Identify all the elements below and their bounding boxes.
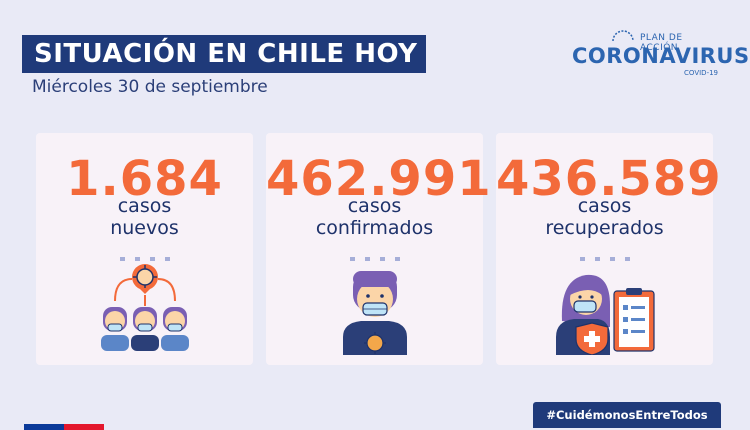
logo-top-text: PLAN DE ACCIÓN: [640, 33, 683, 53]
new-cases-label-1: casos: [117, 195, 172, 217]
dots-divider: [496, 246, 713, 265]
page-title: SITUACIÓN EN CHILE HOY: [22, 35, 426, 73]
new-cases-value: 1.684: [66, 151, 223, 207]
stats-cards: 1.684 casos nuevos: [36, 133, 722, 365]
new-cases-label-2: nuevos: [110, 217, 179, 239]
card-new-cases: 1.684 casos nuevos: [36, 133, 253, 365]
hashtag-badge: #CuidémonosEntreTodos: [533, 402, 721, 428]
logo-sub-text: COVID-19: [684, 69, 718, 77]
confirmed-cases-value: 462.991: [266, 151, 492, 207]
masked-person-virus-icon: [342, 271, 407, 355]
card-confirmed-cases: 462.991 casos confirmados: [266, 133, 492, 365]
flag-stripe: [24, 424, 104, 430]
confirmed-cases-label-2: confirmados: [315, 217, 434, 239]
recovered-cases-value: 436.589: [496, 151, 722, 207]
coronavirus-plan-logo: PLAN DE ACCIÓN CORONAVIRUS COVID-19: [570, 30, 749, 80]
card-recovered-cases: 436.589 casos recuperados: [496, 133, 722, 365]
confirmed-cases-label-1: casos: [347, 195, 402, 217]
dots-divider: [36, 246, 253, 265]
dots-divider: [266, 246, 483, 265]
people-group-virus-icon: [100, 264, 189, 351]
government-seal-icon: [612, 30, 634, 42]
date-label: Miércoles 30 de septiembre: [32, 77, 268, 97]
woman-shield-clipboard-icon: [555, 274, 655, 355]
logo-main-text: CORONAVIRUS: [572, 44, 750, 68]
recovered-cases-label-2: recuperados: [545, 217, 664, 239]
recovered-cases-label-1: casos: [577, 195, 632, 217]
